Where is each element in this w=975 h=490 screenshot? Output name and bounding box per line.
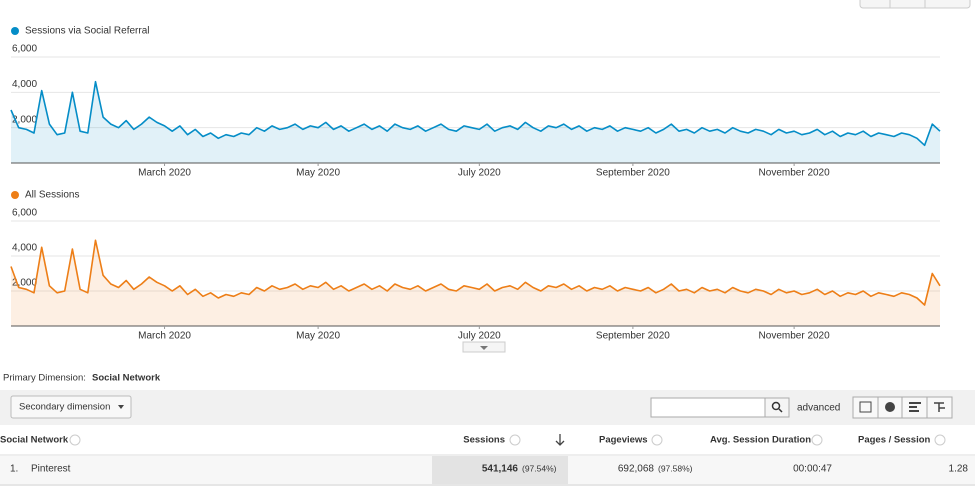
- toolbar: [0, 390, 975, 425]
- primary-dimension-value: Social Network: [92, 373, 161, 384]
- pie-icon: [885, 402, 895, 412]
- y-tick-label: 6,000: [12, 208, 37, 219]
- sessions: 541,146: [482, 464, 519, 475]
- bar-icon: [909, 402, 921, 412]
- col-header[interactable]: Avg. Session Duration: [710, 435, 811, 446]
- area: [11, 81, 940, 163]
- duration: 00:00:47: [793, 464, 832, 475]
- legend-dot: [11, 27, 19, 35]
- col-header: Social Network: [0, 435, 69, 446]
- legend-label: All Sessions: [25, 190, 79, 201]
- help-icon: [811, 434, 823, 446]
- pages-per-session: 1.28: [949, 464, 969, 475]
- col-header[interactable]: Pageviews: [599, 435, 648, 446]
- help-icon: [651, 434, 663, 446]
- search-icon: [771, 401, 781, 411]
- table-icon: [859, 401, 872, 413]
- sessions-pct: (97.54%): [522, 463, 557, 473]
- x-tick-label: July 2020: [458, 331, 501, 342]
- x-tick-label: May 2020: [296, 331, 340, 342]
- x-tick-label: July 2020: [458, 168, 501, 179]
- y-tick-label: 6,000: [12, 44, 37, 55]
- row-name[interactable]: Pinterest: [31, 464, 71, 475]
- col-header[interactable]: Sessions: [463, 435, 505, 446]
- secondary-dimension-text: Secondary dimension: [19, 402, 110, 413]
- line: [10, 239, 941, 306]
- legend-label: Sessions via Social Referral: [25, 26, 150, 37]
- y-tick-label: 2,000: [12, 278, 37, 289]
- help-icon: [934, 434, 946, 446]
- advanced-link[interactable]: advanced: [797, 403, 840, 414]
- pageviews: 692,068: [618, 464, 655, 475]
- x-tick-label: March 2020: [138, 168, 191, 179]
- search-box[interactable]: [650, 397, 766, 418]
- x-tick-label: May 2020: [296, 168, 340, 179]
- pageviews-pct: (97.58%): [658, 463, 693, 473]
- legend-dot: [11, 191, 19, 199]
- help-icon: [509, 434, 521, 446]
- search-icon-handle: [778, 408, 783, 413]
- sort-arrow: [555, 434, 565, 446]
- toggle-group[interactable]: [859, 0, 971, 9]
- x-tick-label: March 2020: [138, 331, 191, 342]
- handle-arrow: [480, 346, 488, 350]
- area: [11, 240, 940, 326]
- x-tick-label: September 2020: [596, 331, 670, 342]
- x-tick-label: September 2020: [596, 168, 670, 179]
- pivot-icon: [934, 402, 945, 412]
- y-tick-label: 4,000: [12, 243, 37, 254]
- dropdown-arrow: [118, 405, 124, 409]
- sorted-column-bg: [432, 456, 568, 484]
- row-rank: 1.: [10, 464, 18, 475]
- y-tick-label: 2,000: [12, 114, 37, 125]
- y-tick-label: 4,000: [12, 79, 37, 90]
- line: [10, 80, 941, 147]
- help-icon: [69, 434, 81, 446]
- col-header[interactable]: Pages / Session: [858, 435, 931, 446]
- x-tick-label: November 2020: [759, 168, 831, 179]
- secondary-dimension-dropdown[interactable]: [10, 395, 132, 419]
- primary-dimension-label: Primary Dimension:: [3, 373, 86, 384]
- search-button[interactable]: [764, 397, 790, 418]
- x-tick-label: November 2020: [759, 331, 831, 342]
